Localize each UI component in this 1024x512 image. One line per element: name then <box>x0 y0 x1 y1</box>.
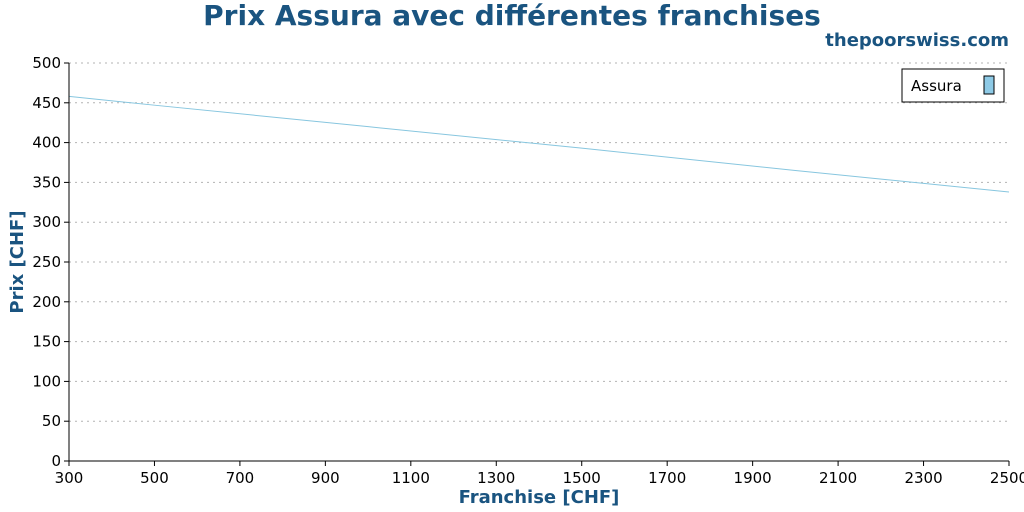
y-tick-label: 200 <box>32 293 61 311</box>
grid <box>69 62 1009 422</box>
y-tick-label: 400 <box>32 134 61 152</box>
y-tick-label: 450 <box>32 94 61 112</box>
x-tick-label: 500 <box>140 469 169 487</box>
x-tick-label: 1900 <box>734 469 772 487</box>
y-tick-label: 350 <box>32 173 61 191</box>
x-tick-label: 1700 <box>648 469 686 487</box>
legend-box <box>901 68 1005 103</box>
x-tick-label: 2100 <box>819 469 857 487</box>
y-tick-label: 150 <box>32 333 61 351</box>
y-tick-label: 100 <box>32 372 61 390</box>
series-layer <box>68 95 1010 193</box>
series-line-assura <box>68 95 1010 193</box>
y-axis-ticks: 0 50 100 150 200 250 300 350 400 450 500 <box>32 54 69 470</box>
x-tick-label: 2500 <box>990 469 1024 487</box>
y-tick-label: 0 <box>51 452 61 470</box>
chart-title: Prix Assura avec différentes franchises <box>203 0 821 32</box>
x-tick-label: 1100 <box>392 469 430 487</box>
y-tick-label: 300 <box>32 213 61 231</box>
x-tick-label: 300 <box>55 469 84 487</box>
x-tick-label: 900 <box>311 469 340 487</box>
x-tick-label: 1500 <box>563 469 601 487</box>
source-label: thepoorswiss.com <box>825 30 1009 51</box>
legend: Assura <box>901 68 1005 103</box>
y-tick-label: 50 <box>42 412 61 430</box>
y-tick-label: 500 <box>32 54 61 72</box>
x-axis-label: Franchise [CHF] <box>459 487 620 508</box>
y-axis-label: Prix [CHF] <box>7 210 28 313</box>
legend-swatch-assura <box>983 75 995 95</box>
legend-label-assura: Assura <box>911 77 962 95</box>
x-tick-label: 2300 <box>904 469 942 487</box>
x-tick-label: 1300 <box>477 469 515 487</box>
x-tick-label: 700 <box>226 469 255 487</box>
y-tick-label: 250 <box>32 253 61 271</box>
x-axis-ticks: 300 500 700 900 1100 1300 1500 1700 1900 2100 2300… <box>55 461 1024 487</box>
